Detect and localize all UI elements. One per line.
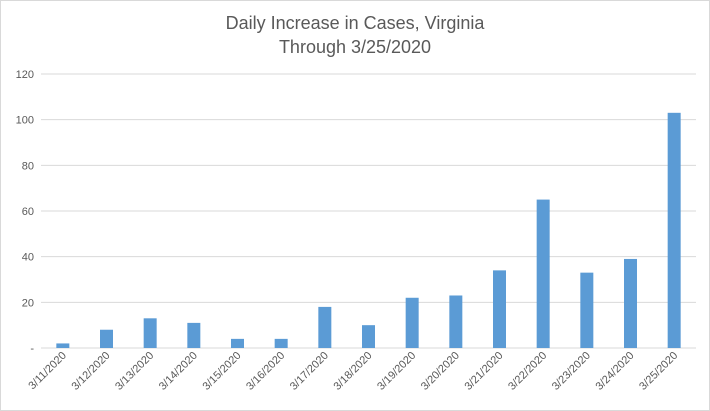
- bar: [667, 112, 681, 348]
- bars: [56, 112, 681, 348]
- bar: [274, 338, 288, 348]
- chart-title-block: Daily Increase in Cases, Virginia Throug…: [1, 11, 709, 59]
- bar: [493, 270, 506, 348]
- x-tick-label: 3/21/2020: [463, 350, 506, 393]
- gridlines: [41, 73, 696, 349]
- bar: [405, 297, 419, 348]
- x-tick-label: 3/14/2020: [157, 350, 200, 393]
- y-tick-label: 100: [16, 115, 34, 127]
- x-tick-label: 3/12/2020: [70, 350, 113, 393]
- x-tick-label: 3/24/2020: [594, 350, 637, 393]
- bar: [536, 199, 550, 348]
- x-axis-tick-labels: 3/11/2020 3/12/2020 3/13/2020 3/14/2020 3/15…: [26, 350, 680, 393]
- x-tick-label: 3/13/2020: [113, 350, 156, 393]
- bar: [318, 306, 332, 348]
- x-tick-label: 3/17/2020: [288, 350, 331, 393]
- y-tick-label: 120: [16, 69, 34, 81]
- y-tick-label: -: [30, 343, 34, 355]
- bar: [143, 318, 157, 348]
- x-tick-label: 3/18/2020: [332, 350, 375, 393]
- bar: [187, 322, 201, 348]
- bar: [231, 338, 244, 348]
- bar: [56, 343, 70, 348]
- x-tick-label: 3/20/2020: [419, 350, 462, 393]
- bar: [449, 295, 463, 348]
- bar: [362, 325, 375, 348]
- bar: [624, 258, 637, 348]
- x-tick-label: 3/25/2020: [637, 350, 680, 393]
- chart-subtitle: Through 3/25/2020: [278, 37, 432, 57]
- y-tick-label: 20: [22, 297, 34, 309]
- y-tick-label: 60: [22, 206, 34, 218]
- x-tick-label: 3/11/2020: [26, 350, 69, 393]
- y-axis-tick-labels: - 20 40 60 80 100 120: [16, 69, 35, 355]
- bar: [100, 329, 113, 348]
- x-tick-label: 3/19/2020: [375, 350, 418, 393]
- y-tick-label: 40: [22, 252, 34, 264]
- x-tick-label: 3/23/2020: [550, 350, 593, 393]
- x-tick-label: 3/16/2020: [244, 350, 287, 393]
- y-tick-label: 80: [22, 160, 34, 172]
- chart-title: Daily Increase in Cases, Virginia: [225, 13, 485, 33]
- x-tick-label: 3/22/2020: [506, 350, 549, 393]
- bar: [580, 272, 594, 348]
- x-tick-label: 3/15/2020: [201, 350, 244, 393]
